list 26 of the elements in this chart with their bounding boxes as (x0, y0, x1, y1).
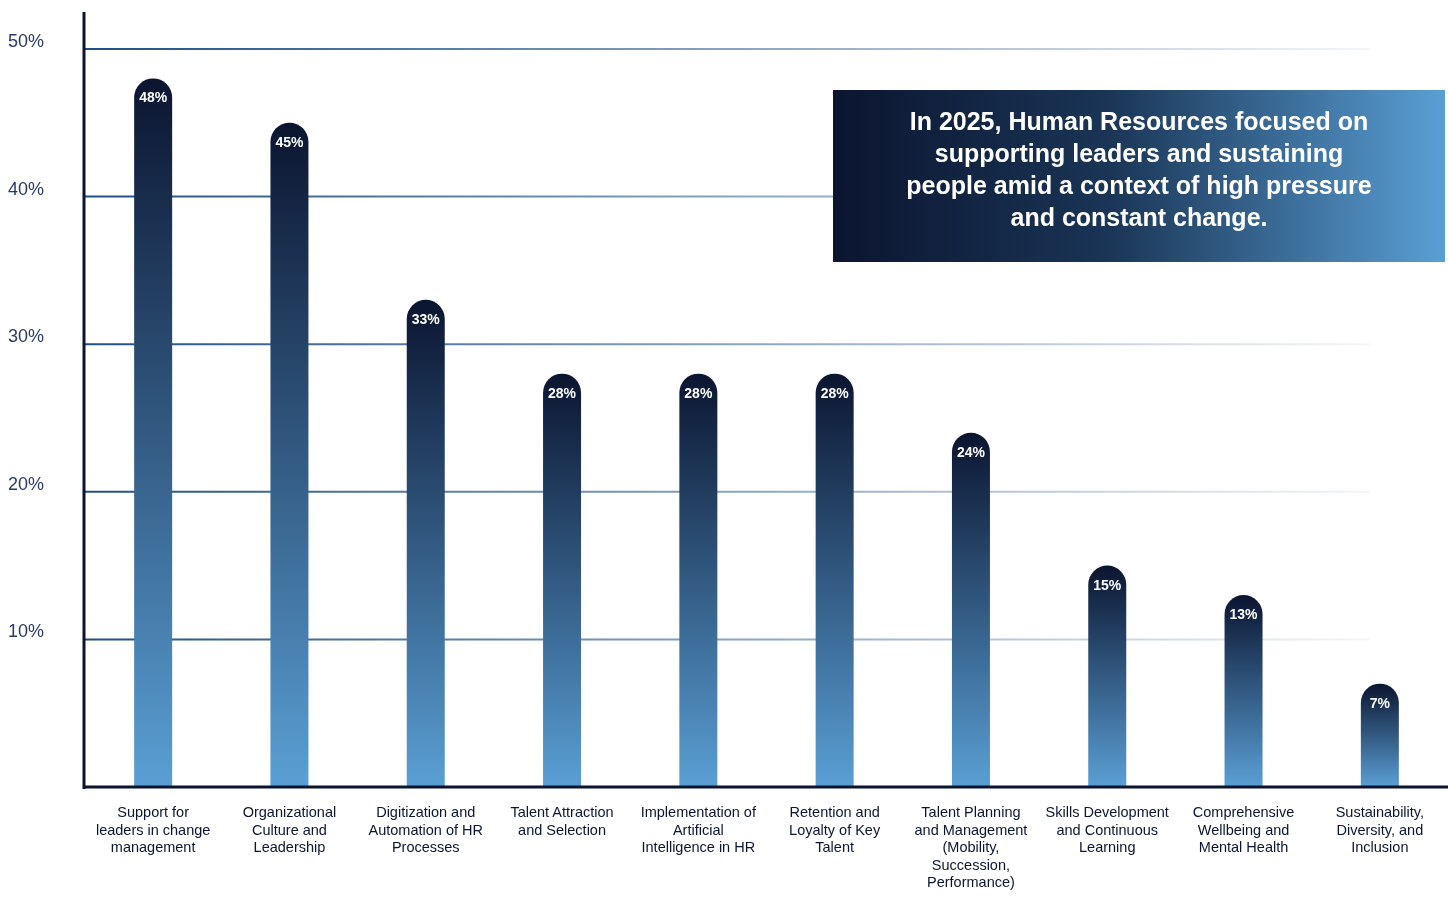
data-label: 7% (1369, 694, 1391, 711)
y-tick-label: 40% (8, 178, 45, 199)
x-tick-label: Talent Planning and Management (Mobility, Succession, Performance) (914, 804, 1028, 890)
x-tick-label: Digitization and Automation of HR Processes (368, 804, 483, 855)
data-label: 28% (684, 384, 713, 401)
data-label: 33% (411, 310, 441, 327)
x-tick-label: Talent Attraction and Selection (510, 804, 614, 838)
data-label: 28% (820, 384, 850, 401)
x-tick-label: Retention and Loyalty of Key Talent (789, 804, 881, 855)
y-tick-label: 10% (8, 621, 45, 642)
x-tick-label: Comprehensive Wellbeing and Mental Health (1192, 804, 1295, 855)
data-label: 45% (275, 133, 305, 150)
x-tick-label: Implementation of Artificial Intelligence in HR (640, 804, 757, 855)
y-tick-label: 30% (8, 326, 45, 347)
data-label: 13% (1229, 606, 1259, 623)
x-tick-label: Organizational Culture and Leadership (242, 804, 337, 855)
data-label: 24% (956, 443, 986, 460)
data-label: 28% (548, 384, 577, 401)
data-label: 15% (1093, 576, 1122, 593)
y-tick-label: 20% (8, 473, 45, 494)
x-tick-label: Skills Development and Continuous Learning (1045, 804, 1169, 855)
data-label: 48% (139, 89, 168, 106)
y-tick-label: 50% (8, 30, 45, 51)
annotation: In 2025, Human Resources focused on supporting leaders and sustaining people amid a context of high pressure and constant change. (906, 107, 1372, 231)
x-tick-label: Support for leaders in change management (95, 804, 211, 855)
x-tick-label: Sustainability, Diversity, and Inclusion (1335, 804, 1425, 855)
